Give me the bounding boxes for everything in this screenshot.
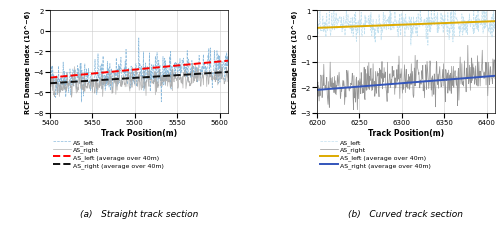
Y-axis label: RCF Damage Index (10^−6): RCF Damage Index (10^−6) — [24, 11, 30, 114]
Y-axis label: RCF Damage Index (10^−6): RCF Damage Index (10^−6) — [292, 11, 298, 114]
X-axis label: Track Position(m): Track Position(m) — [101, 128, 177, 137]
Legend: AS_left, AS_right, AS_left (average over 40m), AS_right (average over 40m): AS_left, AS_right, AS_left (average over… — [320, 139, 431, 168]
X-axis label: Track Position(m): Track Position(m) — [368, 128, 444, 137]
Text: (a)   Straight track section: (a) Straight track section — [80, 209, 198, 218]
Text: (b)   Curved track section: (b) Curved track section — [348, 209, 464, 218]
Legend: AS_left, AS_right, AS_left (average over 40m), AS_right (average over 40m): AS_left, AS_right, AS_left (average over… — [53, 139, 164, 168]
